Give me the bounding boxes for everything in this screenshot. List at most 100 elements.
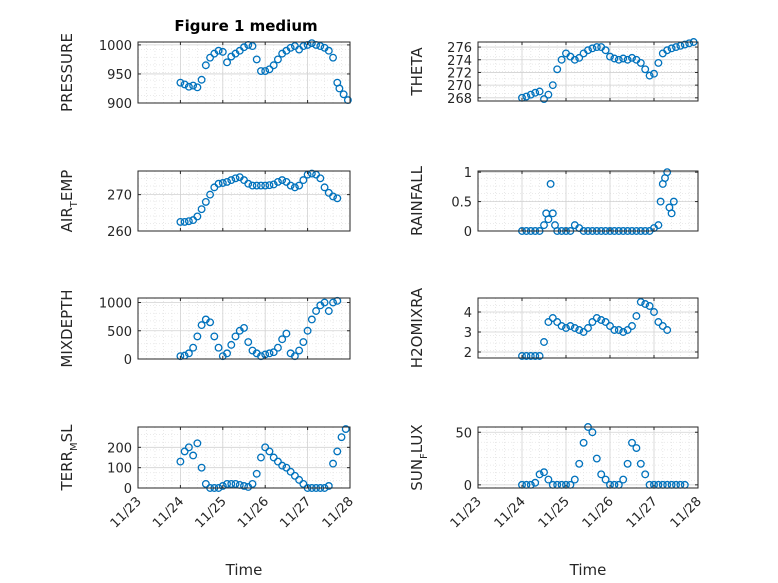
- data-point-9: [546, 179, 555, 188]
- data-point-36: [324, 46, 333, 55]
- data-point-3: [184, 349, 193, 358]
- data-point-3: [184, 217, 193, 226]
- data-point-5: [193, 212, 202, 221]
- y-tick-label: 1000: [99, 297, 132, 312]
- data-point-14: [575, 53, 584, 62]
- data-point-6: [540, 221, 548, 230]
- data-point-19: [252, 181, 261, 190]
- data-point-32: [307, 315, 316, 324]
- data-point-26: [628, 322, 636, 330]
- data-point-12: [223, 349, 231, 358]
- axes-box: [477, 41, 699, 102]
- x-axis-label: Time: [225, 561, 263, 579]
- data-point-29: [295, 346, 304, 355]
- data-point-33: [312, 307, 321, 315]
- y-axis-label: SUNFLUX: [408, 424, 430, 490]
- data-point-5: [193, 83, 202, 92]
- data-point-17: [588, 44, 597, 53]
- data-point-7: [544, 318, 553, 326]
- y-tick-label: 100: [107, 462, 132, 477]
- data-point-19: [252, 55, 261, 64]
- data-point-25: [623, 326, 632, 334]
- data-point-34: [663, 326, 672, 334]
- data-point-8: [548, 81, 557, 90]
- data-point-18: [248, 479, 257, 488]
- data-point-10: [214, 46, 223, 55]
- data-point-18: [248, 181, 257, 190]
- data-point-28: [636, 459, 645, 468]
- data-point-28: [636, 58, 645, 67]
- data-point-5: [193, 332, 202, 341]
- data-point-8: [206, 190, 215, 199]
- data-point-20: [257, 453, 265, 462]
- data-point-17: [588, 428, 597, 437]
- data-point-16: [240, 43, 248, 52]
- data-point-22: [610, 326, 619, 334]
- y-axis-label-main: PRESSURE: [58, 33, 76, 112]
- data-point-21: [261, 181, 270, 190]
- data-point-4: [189, 81, 198, 90]
- axes-box: [477, 170, 699, 232]
- data-point-24: [619, 475, 628, 484]
- data-point-23: [614, 326, 623, 334]
- data-point-20: [601, 475, 610, 484]
- data-point-12: [566, 322, 575, 330]
- data-point-6: [197, 75, 206, 84]
- data-point-35: [654, 221, 663, 230]
- y-tick-label: 950: [107, 68, 132, 83]
- data-point-7: [201, 61, 210, 70]
- data-point-20: [257, 181, 265, 190]
- y-axis-label: TERRMSL: [58, 424, 80, 492]
- data-point-22: [610, 54, 619, 63]
- y-axis-label-main: THETA: [408, 47, 426, 97]
- data-point-40: [341, 425, 350, 433]
- data-point-30: [299, 479, 308, 488]
- y-tick-label: 274: [447, 54, 472, 69]
- data-point-34: [663, 46, 672, 55]
- data-point-13: [227, 479, 236, 488]
- data-point-5: [193, 439, 202, 448]
- data-point-38: [680, 40, 689, 49]
- data-point-28: [290, 183, 299, 192]
- data-point-27: [632, 312, 641, 320]
- data-point-10: [548, 209, 557, 218]
- data-point-17: [244, 338, 253, 347]
- data-point-24: [273, 177, 282, 186]
- x-axis-label: Time: [569, 561, 607, 579]
- data-point-30: [299, 176, 308, 185]
- data-point-10: [557, 55, 566, 64]
- data-point-24: [273, 55, 282, 64]
- y-axis-label: PRESSURE: [58, 33, 76, 112]
- data-point-27: [286, 181, 295, 190]
- figure-title: Figure 1 medium: [174, 17, 317, 35]
- data-point-16: [240, 323, 248, 332]
- data-point-9: [553, 318, 562, 326]
- y-tick-label: 0: [464, 225, 472, 240]
- panel-4: 0 0.5 1 RAINFALL: [408, 165, 699, 240]
- y-axis-label: MIXDEPTH: [58, 289, 76, 367]
- data-point-6: [197, 463, 206, 472]
- data-point-29: [295, 181, 304, 190]
- data-point-39: [335, 84, 344, 93]
- data-point-39: [337, 433, 346, 442]
- data-point-21: [606, 52, 614, 61]
- data-point-34: [316, 42, 325, 51]
- y-tick-label: 0: [124, 482, 132, 497]
- data-point-36: [656, 197, 665, 206]
- y-tick-label: 0: [124, 353, 132, 368]
- data-point-32: [307, 169, 316, 178]
- data-point-28: [636, 298, 645, 306]
- y-tick-label: 260: [107, 225, 132, 240]
- y-axis-label-main: SUN: [408, 459, 426, 491]
- data-point-7: [201, 479, 210, 488]
- data-point-21: [606, 322, 614, 330]
- data-point-11: [218, 179, 227, 187]
- data-point-23: [269, 180, 278, 189]
- data-point-7: [544, 475, 553, 484]
- data-point-14: [575, 326, 584, 334]
- data-point-41: [667, 209, 676, 218]
- data-point-20: [601, 318, 610, 326]
